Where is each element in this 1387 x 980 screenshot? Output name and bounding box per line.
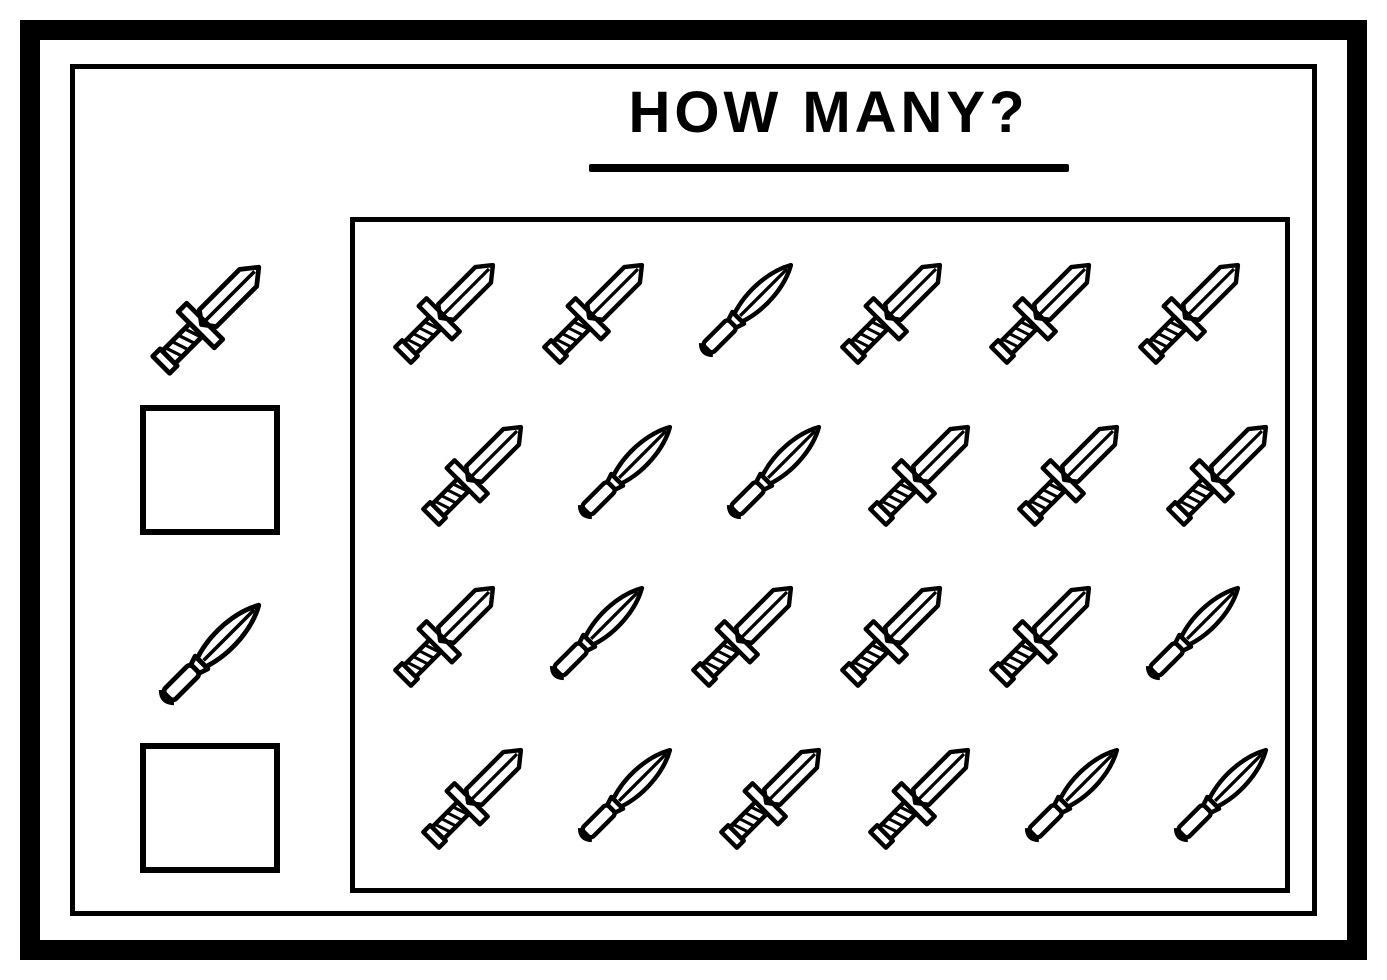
outer-frame: HOW MANY? — [20, 20, 1367, 960]
grid-dagger-icon — [677, 559, 815, 712]
grid-dagger-icon — [528, 236, 666, 389]
inner-frame: HOW MANY? — [70, 64, 1317, 916]
legend-panel — [95, 219, 325, 895]
grid-dagger-icon — [1124, 721, 1262, 874]
answer-box-a[interactable] — [140, 405, 280, 535]
grid-dagger-icon — [677, 236, 815, 389]
grid-dagger-icon — [826, 559, 964, 712]
grid-dagger-icon — [379, 236, 517, 389]
legend-dagger-a-icon — [135, 241, 285, 361]
grid-dagger-icon — [826, 398, 964, 551]
legend-dagger-b-icon — [135, 579, 285, 699]
grid-dagger-icon — [677, 398, 815, 551]
grid-dagger-icon — [677, 721, 815, 874]
grid-dagger-icon — [379, 559, 517, 712]
title-underline — [589, 164, 1069, 172]
grid-dagger-icon — [826, 236, 964, 389]
grid-dagger-icon — [379, 398, 517, 551]
page-title: HOW MANY? — [375, 79, 1282, 146]
grid-dagger-icon — [379, 721, 517, 874]
grid-dagger-icon — [1124, 236, 1262, 389]
title-area: HOW MANY? — [375, 79, 1282, 172]
answer-box-b[interactable] — [140, 743, 280, 873]
grid-dagger-icon — [1124, 559, 1262, 712]
grid-dagger-icon — [975, 559, 1113, 712]
grid-dagger-icon — [1124, 398, 1262, 551]
grid-dagger-icon — [528, 559, 666, 712]
counting-grid — [350, 217, 1290, 893]
grid-dagger-icon — [528, 721, 666, 874]
grid-dagger-icon — [826, 721, 964, 874]
grid-dagger-icon — [975, 398, 1113, 551]
grid-dagger-icon — [975, 721, 1113, 874]
grid-dagger-icon — [528, 398, 666, 551]
grid-dagger-icon — [975, 236, 1113, 389]
